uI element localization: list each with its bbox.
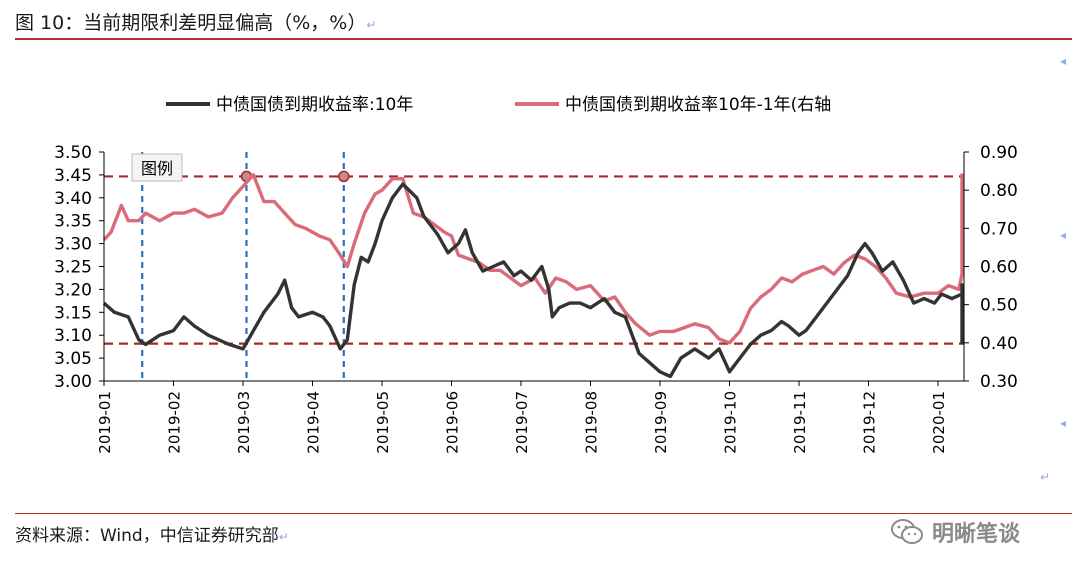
y-left-tick-label: 3.50 <box>54 143 92 163</box>
source-rule <box>15 513 1072 514</box>
marker-point <box>338 170 350 183</box>
title-rule <box>15 38 1072 40</box>
chart: 3.00 3.05 3.10 3.15 3.203.25 3.30 3.35 3.40 3.45… <box>54 95 1018 454</box>
y-right-tick-label: 0.70 <box>980 219 1018 239</box>
x-tick-label: 2019-12 <box>861 391 879 454</box>
y-left-tick-label: 3.15 <box>54 303 92 323</box>
y-right-tick-label: 0.30 <box>980 372 1018 392</box>
y-left-tick-label: 3.30 <box>54 235 92 255</box>
return-arrow-icon: ◂ <box>1060 54 1067 68</box>
series-line-term-spread <box>102 173 964 345</box>
x-tick-label: 2019-08 <box>583 391 601 454</box>
x-tick-label: 2019-04 <box>305 391 323 454</box>
reference-lines <box>104 175 964 345</box>
y-right-tick-label: 0.60 <box>980 258 1018 278</box>
y-left-tick-label: 3.20 <box>54 280 92 300</box>
x-tick-label: 2019-03 <box>235 391 253 454</box>
legend-label: 中债国债到期收益率10年-1年(右轴 <box>565 95 831 115</box>
chart-title: 图 10：当前期限利差明显偏高（%，%）↵ <box>15 12 377 34</box>
legend: 中债国债到期收益率:10年 中债国债到期收益率10年-1年(右轴 <box>166 95 831 115</box>
return-arrow-icon: ↵ <box>366 18 377 32</box>
x-tick-label: 2019-01 <box>96 391 114 454</box>
x-tick-label: 2019-09 <box>652 391 670 454</box>
x-tick-label: 2019-11 <box>791 391 809 454</box>
x-tick-label: 2019-06 <box>444 391 462 454</box>
y-left-tick-label: 3.10 <box>54 326 92 346</box>
watermark-text: 明晰笔谈 <box>932 522 1021 547</box>
y-right-tick-label: 0.50 <box>980 296 1018 316</box>
series-right <box>102 173 964 345</box>
return-arrow-icon: ↵ <box>278 530 289 544</box>
return-arrow-icon: ◂ <box>1060 228 1067 242</box>
wechat-icon <box>891 519 923 544</box>
y-right-tick-label: 0.40 <box>980 334 1018 354</box>
y-right-tick-label: 0.90 <box>980 143 1018 163</box>
tooltip-box: 图例 <box>131 153 183 182</box>
x-tick-label: 2020-01 <box>930 391 948 454</box>
legend-label: 中债国债到期收益率:10年 <box>216 95 413 115</box>
series-line-10y-yield <box>102 182 964 379</box>
axes: 3.00 3.05 3.10 3.15 3.203.25 3.30 3.35 3.40 3.45… <box>54 143 1018 454</box>
x-tick-label: 2019-02 <box>166 391 184 454</box>
tooltip-rect <box>131 153 183 182</box>
return-arrow-icon: ◂ <box>1060 416 1067 430</box>
series-left <box>102 182 964 379</box>
y-left-tick-label: 3.25 <box>54 258 92 278</box>
source-note: 资料来源：Wind，中信证券研究部↵ <box>15 526 289 546</box>
watermark: 明晰笔谈 <box>890 516 1020 548</box>
y-left-tick-label: 3.05 <box>54 349 92 369</box>
return-arrow-icon: ↵ <box>1040 470 1051 484</box>
y-left-tick-label: 3.35 <box>54 212 92 232</box>
tooltip-label: 图例 <box>141 159 173 178</box>
y-right-tick-label: 0.80 <box>980 181 1018 201</box>
y-left-tick-label: 3.40 <box>54 189 92 209</box>
y-left-tick-label: 3.00 <box>54 372 92 392</box>
x-tick-label: 2019-07 <box>513 391 531 454</box>
x-tick-label: 2019-05 <box>374 391 392 454</box>
x-tick-label: 2019-10 <box>722 391 740 454</box>
y-left-tick-label: 3.45 <box>54 166 92 186</box>
